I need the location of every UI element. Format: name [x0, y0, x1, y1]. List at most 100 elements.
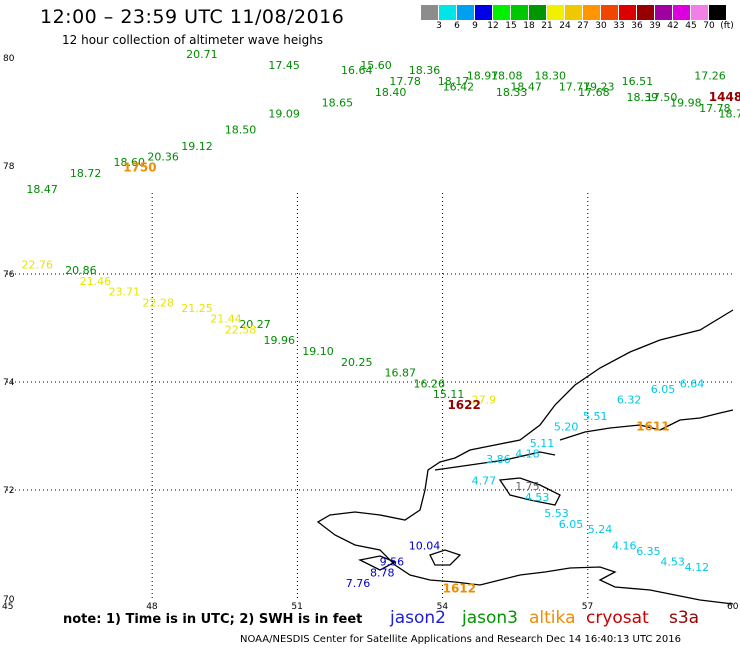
wave-height-value: 6.64: [680, 377, 705, 390]
color-legend: (ft) 3 6 9 12 15 18 21 24 27 30 33 36 39 42 45 70: [421, 5, 734, 32]
wave-height-value: 20.27: [239, 318, 271, 331]
satellite-label-altika: altika: [529, 608, 576, 628]
coastline-segment: [316, 309, 734, 605]
wave-height-value: 4.12: [685, 561, 710, 574]
wave-height-value: 18.65: [322, 97, 354, 110]
wave-height-value: 5.53: [544, 507, 569, 520]
wave-height-value: 4.18: [515, 448, 540, 461]
wave-height-value: 21.44: [210, 313, 242, 326]
wave-height-value: 18.7: [718, 107, 740, 120]
y-tick-label: 76: [3, 270, 15, 280]
y-tick-label: 72: [3, 486, 14, 496]
legend-label: 27: [577, 21, 589, 31]
wave-height-value: 4.53: [525, 491, 550, 504]
x-tick-label: 45: [2, 602, 13, 612]
wave-height-value: 18.08: [491, 70, 523, 83]
x-tick-label: 60: [727, 602, 739, 612]
x-tick-label: 51: [291, 602, 302, 612]
legend-swatch: [583, 5, 601, 20]
wave-height-value: 15.60: [360, 59, 392, 72]
legend-label: 42: [667, 21, 679, 31]
wave-height-value: 17.78: [389, 75, 421, 88]
wave-height-value: 6.35: [636, 545, 661, 558]
legend-swatch: [565, 5, 583, 20]
legend-swatch: [439, 5, 457, 20]
coastline-segment: [429, 549, 462, 566]
wave-height-value: 16.42: [443, 80, 475, 93]
wave-height-value: 19.98: [670, 97, 702, 110]
wave-height-value: 4.53: [660, 556, 685, 569]
y-tick-label: 70: [3, 595, 15, 605]
legend-swatch: [637, 5, 655, 20]
legend-label: 33: [613, 21, 625, 31]
wave-height-value: 16.64: [341, 64, 373, 77]
x-tick-label: 54: [437, 602, 449, 612]
legend-label: 70: [703, 21, 715, 31]
wave-height-value: 18.72: [70, 167, 102, 180]
legend-swatch: [655, 5, 673, 20]
wave-height-value: 18.50: [225, 124, 256, 137]
wave-height-value: 6.32: [617, 394, 642, 407]
wave-height-value: 18.97: [467, 70, 499, 83]
wave-height-value: 18.36: [409, 64, 441, 77]
legend-label: 39: [649, 21, 661, 31]
x-tick-label: 48: [146, 602, 158, 612]
wave-height-value: 21.46: [80, 275, 112, 288]
wave-height-value: 7.76: [346, 577, 371, 590]
wave-height-value: 19.10: [302, 345, 334, 358]
legend-swatch: [619, 5, 637, 20]
wave-height-value: 22.58: [225, 323, 256, 336]
wave-height-value: 17.78: [699, 102, 731, 115]
legend-label: 12: [487, 21, 499, 31]
legend-label: 21: [541, 21, 553, 31]
legend-label: 15: [505, 21, 517, 31]
legend-label: 30: [595, 21, 607, 31]
legend-labels: (ft) 3 6 9 12 15 18 21 24 27 30 33 36 39 42 45 70: [421, 20, 734, 32]
wave-height-value: 3.86: [486, 453, 511, 466]
wave-height-value: 19.12: [181, 140, 213, 153]
wave-height-value: 6.05: [559, 518, 584, 531]
pass-time-marker: 1612: [443, 582, 476, 596]
wave-height-value: 18.17: [438, 75, 470, 88]
pass-time-marker: 1622: [447, 398, 480, 412]
wave-height-value: 18.39: [627, 91, 659, 104]
legend-swatch: [493, 5, 511, 20]
pass-time-marker: 1611: [636, 420, 669, 434]
pass-time-marker: 1750: [123, 160, 156, 174]
satellite-label-jason2: jason2: [390, 608, 446, 628]
wave-height-value: 18.33: [496, 86, 527, 99]
wave-height-value: 27.9: [472, 394, 497, 407]
wave-height-value: 21.25: [181, 302, 213, 315]
legend-swatch: [511, 5, 529, 20]
coastline-segment: [559, 409, 734, 441]
legend-swatch: [709, 5, 726, 20]
wave-height-value: 10.04: [409, 539, 441, 552]
wave-height-value: 17.77: [559, 80, 591, 93]
legend-swatch: [421, 5, 439, 20]
wave-height-value: 18.47: [510, 80, 542, 93]
wave-height-value: 17.45: [268, 59, 300, 72]
wave-height-value: 18.47: [26, 183, 58, 196]
wave-height-value: 9.56: [380, 556, 405, 569]
wave-height-value: 4.16: [612, 539, 637, 552]
wave-height-value: 5.24: [588, 523, 613, 536]
pass-time-marker: 1448: [709, 90, 740, 104]
wave-height-value: 19.96: [264, 334, 296, 347]
axis-ticks: 45 48 51 54 57 60 70 72 74 76 78 80: [2, 54, 739, 612]
page-subtitle: 12 hour collection of altimeter wave hei…: [62, 33, 324, 47]
legend-label: 6: [454, 21, 460, 31]
wave-height-value: 22.76: [22, 259, 54, 272]
wave-height-value: 5.20: [554, 421, 579, 434]
legend-label: 36: [631, 21, 643, 31]
wave-height-value: 18.40: [375, 86, 407, 99]
satellite-label-jason3: jason3: [462, 608, 518, 628]
coastline: [316, 309, 734, 605]
legend-unit: (ft): [720, 21, 734, 31]
wave-height-value: 16.87: [385, 367, 417, 380]
legend-swatch: [475, 5, 493, 20]
y-tick-label: 74: [3, 378, 15, 388]
wave-height-value: 22.28: [143, 296, 175, 309]
coastline-segment: [358, 555, 397, 571]
wave-height-value: 17.26: [694, 70, 726, 83]
